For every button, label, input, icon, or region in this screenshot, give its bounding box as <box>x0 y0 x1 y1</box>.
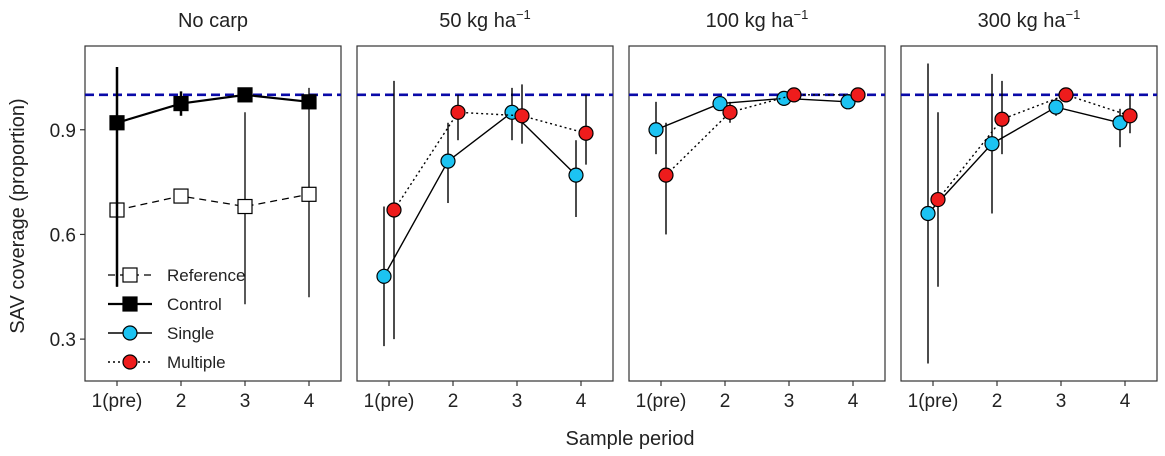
x-tick-label: 3 <box>1056 391 1067 412</box>
data-point <box>930 191 946 208</box>
panel-frame <box>900 45 1158 382</box>
x-tick-label: 3 <box>240 391 251 412</box>
data-point <box>658 167 674 183</box>
x-tick-label: 4 <box>576 391 587 412</box>
y-tick-label: 0.3 <box>50 330 76 351</box>
data-point <box>237 87 253 103</box>
data-point <box>173 95 189 112</box>
legend-marker <box>122 325 138 341</box>
x-tick-label: 2 <box>720 391 731 412</box>
x-tick-label: 4 <box>848 391 859 412</box>
data-point <box>648 122 664 138</box>
series-control <box>109 66 317 287</box>
x-tick-label: 4 <box>1120 391 1131 412</box>
series-line <box>937 94 1131 200</box>
x-axis-label: Sample period <box>566 428 695 450</box>
series-multiple <box>930 80 1138 287</box>
series-line <box>927 106 1121 214</box>
legend-marker <box>122 354 138 370</box>
panel-3: 100 kg ha−1 1(pre) 2 3 4 <box>628 7 886 412</box>
data-point <box>1122 108 1138 124</box>
data-point <box>109 115 125 131</box>
legend-label: Control <box>167 295 222 314</box>
panel-title-superscript: −1 <box>1066 7 1081 22</box>
x-tick-label: 1(pre) <box>636 391 687 412</box>
panel-title: 100 kg ha−1 <box>706 7 809 32</box>
data-point <box>984 136 1000 152</box>
legend-label: Multiple <box>167 353 226 372</box>
x-tick-label: 3 <box>512 391 523 412</box>
data-point <box>173 188 189 204</box>
data-point <box>237 198 253 215</box>
data-point <box>514 108 530 124</box>
panel-title-text: No carp <box>178 10 248 32</box>
x-tick-label: 2 <box>448 391 459 412</box>
data-point <box>578 125 594 141</box>
series-multiple <box>658 87 866 235</box>
data-point <box>386 202 402 218</box>
data-point <box>450 104 466 120</box>
data-point <box>1058 87 1074 103</box>
data-point <box>850 87 866 103</box>
series-line <box>116 193 310 211</box>
panel-1: No carp 1(pre) 2 3 4 0.3 0.6 0.9 <box>50 10 342 412</box>
x-tick-label: 2 <box>992 391 1003 412</box>
panel-title: 300 kg ha−1 <box>978 7 1081 32</box>
data-point <box>1048 99 1064 115</box>
data-point <box>301 186 317 202</box>
data-point <box>568 167 584 183</box>
y-tick-label: 0.9 <box>50 121 76 142</box>
legend: Reference Control Single Multiple <box>108 266 245 372</box>
data-point <box>786 87 802 103</box>
data-point <box>994 111 1010 127</box>
data-point <box>440 153 456 169</box>
panel-title-text: 50 kg ha <box>439 10 517 32</box>
panel-title: 50 kg ha−1 <box>439 7 531 32</box>
data-point <box>920 205 936 222</box>
y-axis-label: SAV coverage (proportion) <box>7 98 29 333</box>
data-point <box>722 104 738 120</box>
legend-marker <box>122 296 138 312</box>
data-point <box>712 95 728 112</box>
x-tick-label: 3 <box>784 391 795 412</box>
series-line <box>655 97 849 131</box>
panel-title-superscript: −1 <box>794 7 809 22</box>
panel-4: 300 kg ha−1 1(pre) 2 3 4 <box>900 7 1158 412</box>
series-single <box>648 90 856 155</box>
x-tick-label: 1(pre) <box>908 391 959 412</box>
legend-label: Single <box>167 324 214 343</box>
x-tick-label: 2 <box>176 391 187 412</box>
legend-marker <box>122 267 138 283</box>
legend-label: Reference <box>167 266 245 285</box>
x-tick-label: 1(pre) <box>364 391 415 412</box>
data-point <box>376 268 392 284</box>
x-tick-label: 1(pre) <box>92 391 143 412</box>
panel-title-text: 100 kg ha <box>706 10 795 32</box>
series-line <box>116 93 310 124</box>
panel-title-text: 300 kg ha <box>978 10 1067 32</box>
series-single <box>920 63 1128 364</box>
series-line <box>383 111 577 277</box>
y-tick-label: 0.6 <box>50 225 76 246</box>
panel-frame <box>84 45 342 382</box>
panel-title: No carp <box>178 10 248 32</box>
data-point <box>301 94 317 110</box>
panel-title-superscript: −1 <box>516 7 531 22</box>
series-multiple <box>386 80 594 340</box>
panel-2: 50 kg ha−1 1(pre) 2 3 4 <box>356 7 614 412</box>
x-tick-label: 4 <box>304 391 315 412</box>
